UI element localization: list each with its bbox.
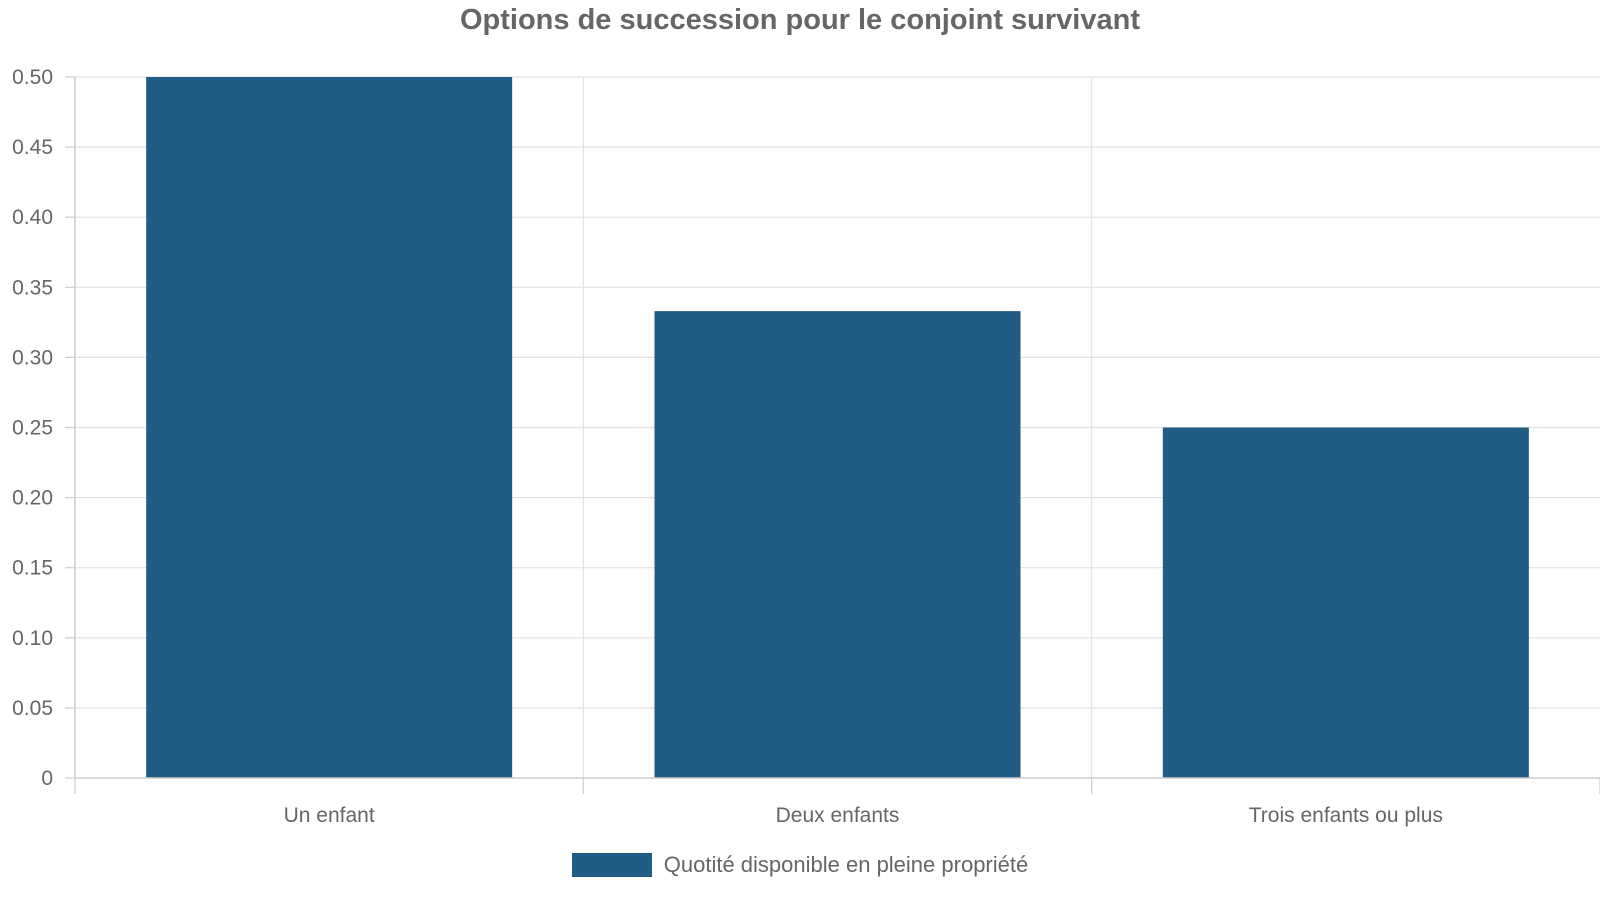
bar <box>654 311 1021 778</box>
chart-title: Options de succession pour le conjoint s… <box>459 4 1140 36</box>
y-tick-labels: 0 0.05 0.10 0.15 0.20 0.25 0.30 0.35 0.40 0.45 0.5… <box>12 66 53 790</box>
bar <box>146 77 513 778</box>
y-tick-label: 0.25 <box>12 417 53 440</box>
legend-swatch <box>571 853 652 877</box>
y-tick-label: 0.10 <box>12 627 53 650</box>
bars <box>146 77 1529 778</box>
y-tick-label: 0.30 <box>12 346 53 369</box>
y-tick-label: 0.15 <box>12 557 53 580</box>
axes <box>65 76 1600 794</box>
x-tick-labels: Un enfant Deux enfants Trois enfants ou pl… <box>284 804 1443 827</box>
x-tick-label: Un enfant <box>284 804 375 827</box>
y-tick-label: 0.35 <box>12 276 53 299</box>
y-tick-label: 0.45 <box>12 136 53 159</box>
y-tick-label: 0.50 <box>12 66 53 89</box>
y-tick-label: 0.40 <box>12 206 53 229</box>
legend: Quotité disponible en pleine propriété <box>0 852 1600 878</box>
y-tick-label: 0.05 <box>12 697 53 720</box>
x-tick-label: Deux enfants <box>776 804 900 827</box>
legend-label: Quotité disponible en pleine propriété <box>663 852 1029 877</box>
bar <box>1162 427 1529 778</box>
y-tick-label: 0.20 <box>12 487 53 510</box>
y-tick-label: 0 <box>41 767 53 790</box>
x-tick-label: Trois enfants ou plus <box>1249 804 1443 827</box>
